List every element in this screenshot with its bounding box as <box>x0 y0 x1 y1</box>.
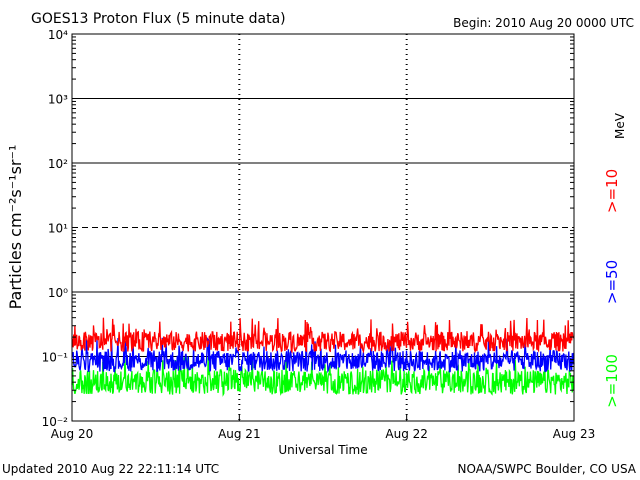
legend: >=10 >=50 >=100 <box>603 169 621 408</box>
y-tick-label: 10⁻¹ <box>42 351 69 365</box>
y-axis-label: Particles cm⁻²s⁻¹sr⁻¹ <box>6 145 25 310</box>
x-tick-label: Aug 22 <box>385 427 428 441</box>
legend-entry: >=100 <box>603 354 621 408</box>
y-tick-label: 10¹ <box>48 222 68 236</box>
updated-time: Updated 2010 Aug 22 22:11:14 UTC <box>2 462 219 476</box>
x-axis-label: Universal Time <box>278 443 367 457</box>
y-tick-label: 10² <box>48 157 68 171</box>
y-tick-label: 10⁴ <box>48 28 68 42</box>
y-tick-label: 10³ <box>48 93 68 107</box>
chart-title: GOES13 Proton Flux (5 minute data) <box>31 11 286 27</box>
series-line <box>71 337 575 374</box>
units-label: MeV <box>613 112 627 139</box>
plot-frame <box>71 33 575 422</box>
y-tick-label: 10⁰ <box>48 286 68 300</box>
plot-series <box>71 317 575 397</box>
begin-time: Begin: 2010 Aug 20 0000 UTC <box>453 16 634 30</box>
legend-entry: >=50 <box>603 260 621 304</box>
series-line <box>71 317 575 355</box>
x-tick-label: Aug 21 <box>218 427 261 441</box>
x-axis-ticks: Aug 20 Aug 21 Aug 22 Aug 23 <box>51 415 596 441</box>
x-tick-label: Aug 23 <box>553 427 596 441</box>
x-tick-label: Aug 20 <box>51 427 94 441</box>
y-axis-ticks: 10⁴ 10³ 10² 10¹ 10⁰ 10⁻¹ 10⁻² <box>42 28 574 429</box>
y-tick-label: 10⁻² <box>42 415 69 429</box>
series-line <box>71 356 575 397</box>
credit: NOAA/SWPC Boulder, CO USA <box>458 462 637 476</box>
legend-entry: >=10 <box>603 169 621 213</box>
